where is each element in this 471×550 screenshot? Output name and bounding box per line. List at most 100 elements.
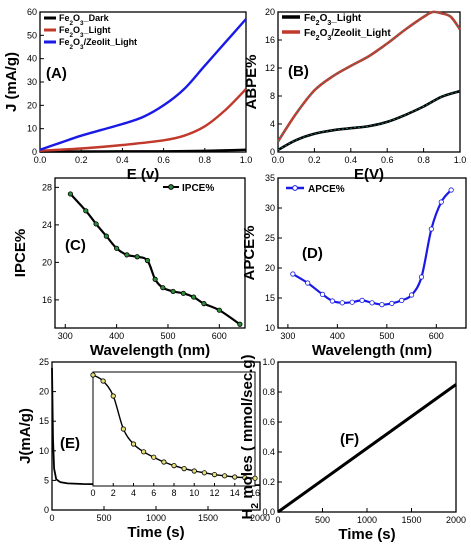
y-axis-label: IPCE% xyxy=(12,229,29,277)
x-tick-label: 300 xyxy=(280,331,295,341)
data-point xyxy=(191,468,197,474)
panel-label: (C) xyxy=(65,237,86,254)
x-axis-label: Wavelength (nm) xyxy=(312,342,432,359)
x-tick-label: 0.8 xyxy=(417,155,430,165)
data-point xyxy=(191,294,197,300)
data-point xyxy=(237,321,243,327)
data-point xyxy=(418,274,425,280)
data-point xyxy=(389,300,395,306)
y-tick-label: 0 xyxy=(270,147,275,157)
x-tick-label: 2000 xyxy=(250,513,270,523)
data-point xyxy=(359,297,365,303)
data-point xyxy=(151,454,157,460)
x-tick-label: 1.0 xyxy=(454,155,467,165)
y-tick-label: 25 xyxy=(265,233,275,243)
x-tick-label: 0 xyxy=(49,513,54,523)
x-tick-label: 500 xyxy=(160,331,175,341)
y-tick-label: 10 xyxy=(265,323,275,333)
axes-frame xyxy=(54,177,246,329)
data-point xyxy=(90,372,96,378)
data-point xyxy=(161,459,167,465)
inset-x-tick-label: 8 xyxy=(171,488,176,498)
x-tick-label: 1000 xyxy=(357,515,377,525)
data-point xyxy=(67,191,74,197)
y-tick-label: 0.0 xyxy=(262,507,275,517)
x-axis-label: Wavelength (nm) xyxy=(90,342,210,359)
y-tick-label: 40 xyxy=(27,54,37,64)
y-tick-label: 4 xyxy=(270,119,275,129)
x-tick-label: 0.2 xyxy=(308,155,321,165)
y-tick-label: 1.0 xyxy=(262,357,275,367)
legend-label: APCE% xyxy=(308,184,345,195)
data-point xyxy=(252,475,258,481)
x-axis-label: Time (s) xyxy=(338,526,395,543)
axes-frame xyxy=(277,11,461,153)
y-axis-label: J(mA/g) xyxy=(17,408,34,464)
y-tick-label: 0.6 xyxy=(262,417,275,427)
data-point xyxy=(399,297,405,303)
x-tick-label: 1000 xyxy=(146,513,166,523)
legend-label: Fe2O3/Zeolit_Light xyxy=(304,28,391,42)
x-tick-label: 300 xyxy=(58,331,73,341)
panel-a: 0.0 0.2 0.4 0.6 0.8 1.0 0 10 20 30 40 50 60 E (v) J (m… xyxy=(3,7,252,183)
y-tick-label: 24 xyxy=(42,220,52,230)
data-point xyxy=(201,301,207,307)
legend-label: Fe2O3/Zeolit_Light xyxy=(59,37,137,51)
data-point xyxy=(438,199,444,205)
y-tick-label: 5 xyxy=(44,475,49,485)
inset-x-tick-label: 10 xyxy=(189,488,199,498)
x-tick-label: 0.0 xyxy=(272,155,285,165)
x-tick-label: 1500 xyxy=(401,515,421,525)
y-axis-label: ABPE% xyxy=(243,54,260,109)
data-point xyxy=(83,208,89,214)
data-point xyxy=(339,300,345,306)
y-tick-label: 15 xyxy=(39,416,49,426)
y-tick-label: 60 xyxy=(27,7,37,17)
y-tick-label: 8 xyxy=(270,91,275,101)
y-tick-label: 0 xyxy=(44,505,49,515)
y-tick-label: 30 xyxy=(265,203,275,213)
y-tick-label: 25 xyxy=(39,357,49,367)
legend-marker xyxy=(292,185,298,191)
y-tick-label: 0 xyxy=(32,147,37,157)
data-point xyxy=(144,257,151,264)
series-line xyxy=(69,193,241,326)
data-point xyxy=(349,299,355,305)
y-tick-label: 16 xyxy=(265,35,275,45)
x-tick-label: 2000 xyxy=(446,515,466,525)
data-point xyxy=(428,226,434,232)
x-axis-label: E(V) xyxy=(354,166,384,183)
data-point xyxy=(448,187,454,193)
x-tick-label: 0.8 xyxy=(199,155,212,165)
inset-x-tick-label: 6 xyxy=(151,488,156,498)
x-tick-label: 400 xyxy=(330,331,345,341)
y-tick-label: 0.8 xyxy=(262,387,275,397)
x-tick-label: 400 xyxy=(109,331,124,341)
inset-x-tick-label: 16 xyxy=(250,488,260,498)
data-point xyxy=(130,441,137,447)
inset-frame xyxy=(92,371,256,487)
x-tick-label: 0.6 xyxy=(381,155,394,165)
data-point xyxy=(124,252,130,258)
data-point xyxy=(222,473,228,479)
x-tick-label: 0.2 xyxy=(75,155,88,165)
y-tick-label: 20 xyxy=(265,7,275,17)
x-tick-label: 0.0 xyxy=(34,155,47,165)
y-tick-label: 20 xyxy=(265,263,275,273)
data-point xyxy=(216,307,222,313)
data-point xyxy=(408,292,415,298)
series-line xyxy=(39,18,247,151)
data-point xyxy=(379,301,385,308)
panel-label: (F) xyxy=(340,431,359,448)
data-point xyxy=(180,290,186,296)
inset-x-tick-label: 4 xyxy=(131,488,136,498)
data-point xyxy=(305,280,311,286)
legend-label: Fe2O3_Light xyxy=(304,13,362,27)
data-point xyxy=(100,378,106,384)
panel-label: (A) xyxy=(46,65,67,82)
panel-label: (B) xyxy=(288,63,309,80)
y-tick-label: 20 xyxy=(39,387,49,397)
x-tick-label: 500 xyxy=(379,331,394,341)
